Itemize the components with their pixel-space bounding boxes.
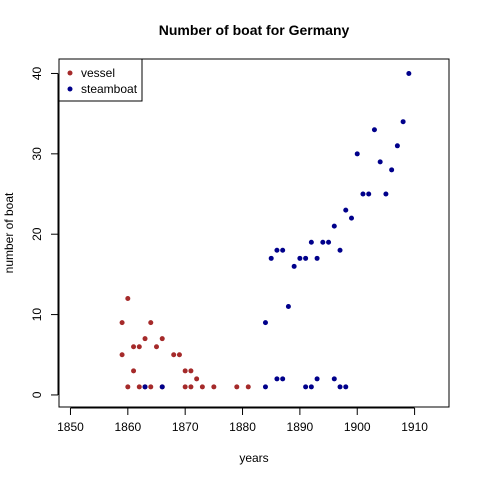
data-point-steamboat (377, 159, 383, 165)
y-tick-label: 0 (30, 391, 44, 398)
data-point-steamboat (320, 239, 326, 245)
chart-title: Number of boat for Germany (159, 22, 350, 38)
data-point-steamboat (142, 384, 148, 390)
data-point-steamboat (349, 215, 354, 221)
data-point-steamboat (308, 384, 314, 390)
data-point-vessel (136, 344, 142, 350)
data-point-steamboat (343, 207, 349, 213)
data-point-steamboat (285, 304, 291, 310)
y-axis-label: number of boat (2, 192, 16, 273)
data-point-steamboat (314, 255, 320, 261)
data-point-steamboat (337, 247, 343, 253)
data-point-vessel (148, 384, 154, 390)
x-tick-label: 1850 (57, 420, 84, 434)
data-point-vessel (131, 344, 137, 350)
data-points (119, 70, 412, 390)
legend-box (58, 58, 143, 102)
data-point-steamboat (308, 239, 314, 245)
data-point-steamboat (314, 376, 320, 382)
data-point-steamboat (400, 119, 406, 125)
data-point-vessel (119, 320, 125, 326)
data-point-vessel (154, 344, 159, 350)
data-point-vessel (199, 384, 205, 390)
data-point-steamboat (343, 384, 349, 390)
x-tick-label: 1890 (287, 420, 314, 434)
legend: vessel steamboat (58, 58, 143, 102)
y-tick-label: 30 (30, 147, 44, 161)
data-point-steamboat (354, 151, 360, 157)
data-point-vessel (125, 296, 131, 302)
data-point-steamboat (280, 376, 286, 382)
data-point-steamboat (291, 263, 297, 269)
x-tick-label: 1860 (114, 420, 141, 434)
legend-label-vessel: vessel (81, 66, 115, 80)
data-point-vessel (182, 384, 188, 390)
data-point-vessel (148, 320, 154, 326)
data-point-steamboat (280, 247, 286, 253)
data-point-vessel (159, 336, 165, 342)
data-point-vessel (188, 384, 194, 390)
data-point-vessel (182, 368, 188, 374)
y-tick-label: 10 (30, 308, 44, 322)
data-point-steamboat (406, 70, 412, 76)
legend-marker-steamboat (67, 86, 73, 92)
x-axis: 1850 1860 1870 1880 1890 1900 1910 (57, 407, 428, 434)
data-point-steamboat (297, 255, 303, 261)
data-point-vessel (245, 384, 251, 390)
x-axis-label: years (239, 451, 268, 465)
data-point-steamboat (366, 191, 372, 197)
data-point-vessel (136, 384, 142, 390)
data-point-steamboat (262, 384, 268, 390)
x-tick-label: 1910 (401, 420, 428, 434)
data-point-steamboat (371, 127, 377, 133)
data-point-vessel (211, 384, 217, 390)
data-point-vessel (194, 376, 200, 382)
data-point-steamboat (159, 384, 165, 390)
data-point-steamboat (303, 255, 309, 261)
data-point-steamboat (274, 247, 280, 253)
x-tick-label: 1900 (344, 420, 371, 434)
data-point-vessel (234, 384, 240, 390)
data-point-vessel (176, 352, 182, 358)
data-point-steamboat (331, 376, 337, 382)
data-point-vessel (142, 336, 148, 342)
data-point-steamboat (383, 191, 389, 197)
data-point-steamboat (331, 223, 337, 229)
data-point-steamboat (389, 167, 395, 173)
y-tick-label: 20 (30, 227, 44, 241)
legend-marker-vessel (67, 70, 73, 76)
data-point-vessel (188, 368, 194, 374)
data-point-steamboat (337, 384, 343, 390)
data-point-steamboat (303, 384, 309, 390)
y-axis: 0 10 20 30 40 (30, 66, 59, 398)
data-point-steamboat (262, 320, 268, 326)
data-point-steamboat (274, 376, 280, 382)
data-point-steamboat (268, 255, 274, 261)
data-point-vessel (125, 384, 131, 390)
x-tick-label: 1870 (172, 420, 199, 434)
data-point-steamboat (326, 239, 332, 245)
plot-frame (58, 58, 450, 408)
x-tick-label: 1880 (229, 420, 256, 434)
data-point-vessel (119, 352, 125, 358)
data-point-steamboat (360, 191, 366, 197)
legend-label-steamboat: steamboat (81, 82, 138, 96)
data-point-vessel (171, 352, 177, 358)
y-tick-label: 40 (30, 66, 44, 80)
data-point-vessel (131, 368, 137, 374)
data-point-steamboat (394, 143, 400, 149)
